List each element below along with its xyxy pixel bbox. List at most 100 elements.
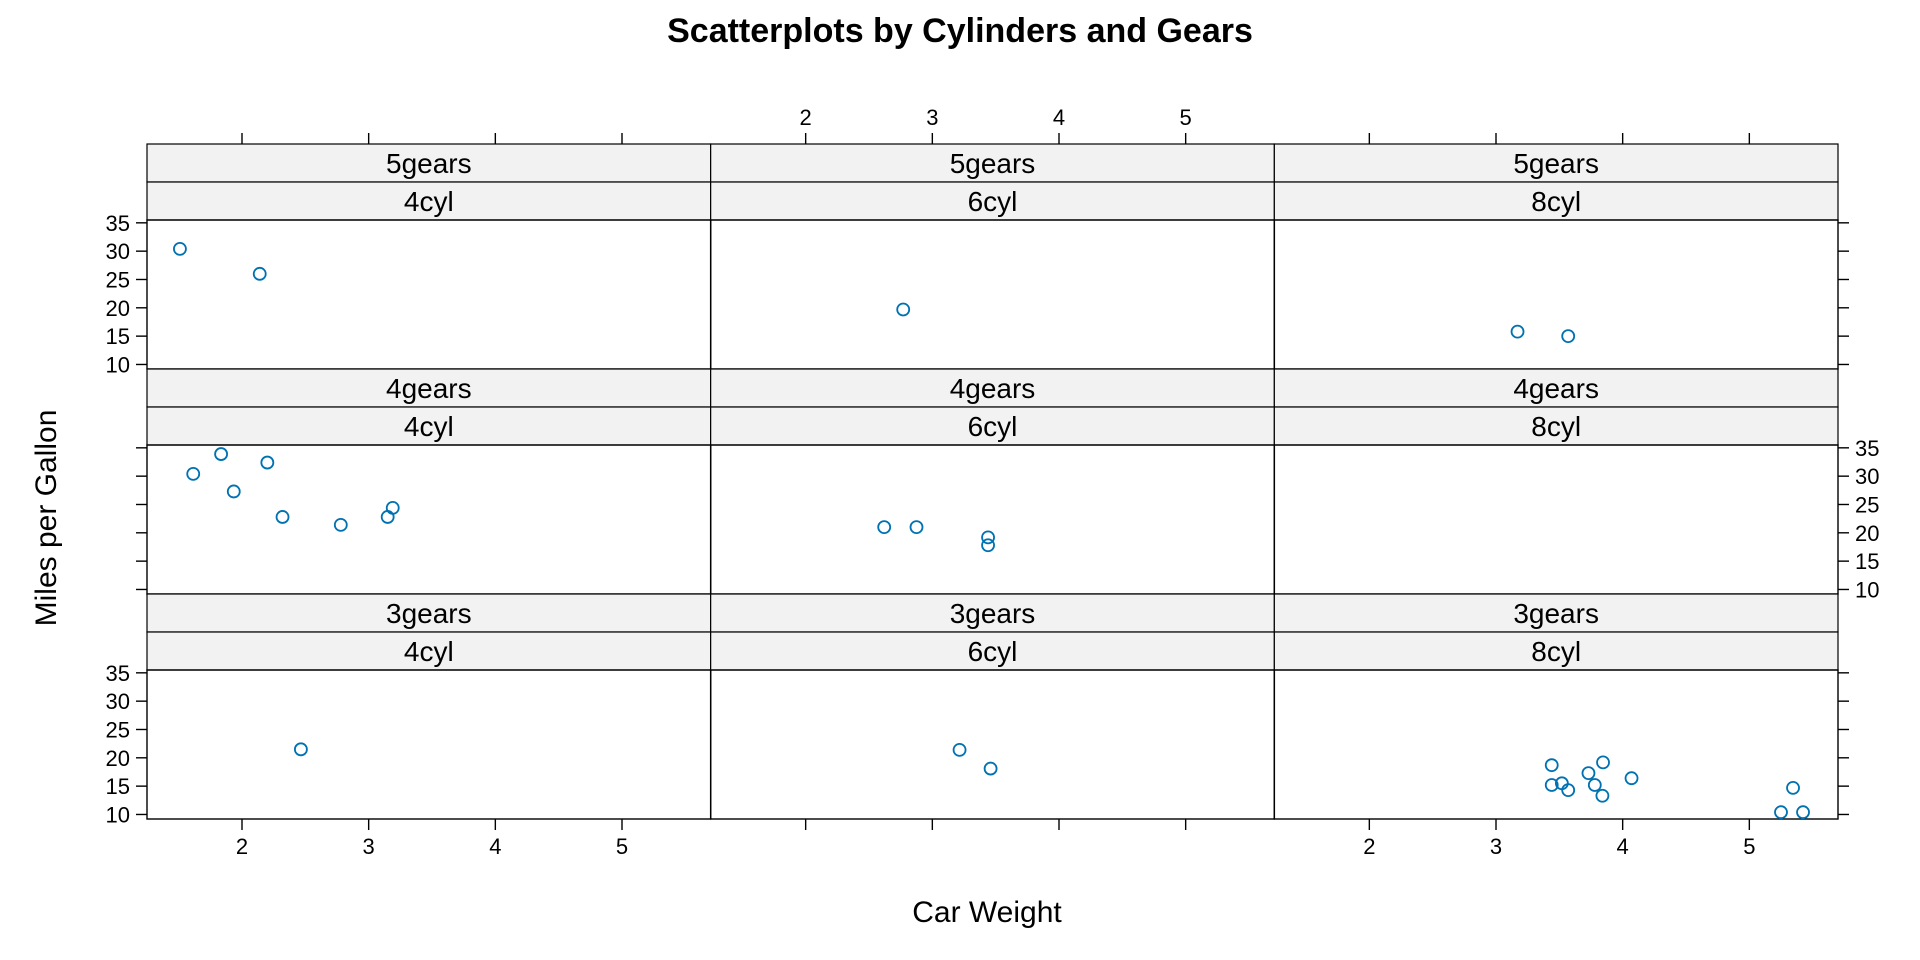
strip-gears-label: 5gears bbox=[1513, 148, 1599, 179]
data-point bbox=[252, 266, 267, 281]
panel-plot-area bbox=[709, 219, 1276, 370]
data-point bbox=[1774, 805, 1788, 820]
data-point bbox=[1596, 755, 1610, 770]
strip-gears bbox=[1273, 593, 1839, 633]
x-tick-label: 5 bbox=[1743, 834, 1755, 859]
y-tick-label: 25 bbox=[1855, 492, 1879, 517]
data-point bbox=[952, 742, 967, 757]
y-tick-label: 10 bbox=[106, 802, 130, 827]
panel-6cyl-4gears: 4gears 6cyl bbox=[709, 368, 1276, 595]
y-tick-label: 10 bbox=[1855, 577, 1879, 602]
strip-cyl-label: 4cyl bbox=[404, 186, 454, 217]
y-tick-label: 15 bbox=[106, 774, 130, 799]
x-tick-label: 4 bbox=[489, 834, 501, 859]
data-point bbox=[186, 466, 201, 481]
panel-plot-area bbox=[1273, 219, 1839, 370]
strip-gears-label: 5gears bbox=[950, 148, 1036, 179]
data-point bbox=[877, 520, 892, 535]
data-point bbox=[173, 241, 187, 256]
data-point bbox=[333, 517, 348, 532]
strip-cyl bbox=[1273, 631, 1839, 671]
y-tick-label: 20 bbox=[106, 296, 130, 321]
panels-layer: 5gears 4cyl 5gears 6cyl 5gears 8cyl 4gears 4cyl… bbox=[146, 143, 1839, 820]
data-point bbox=[1510, 324, 1525, 339]
data-point bbox=[214, 447, 229, 461]
strip-cyl bbox=[1273, 181, 1839, 221]
panel-8cyl-5gears: 5gears 8cyl bbox=[1273, 143, 1839, 370]
data-point bbox=[385, 500, 400, 515]
y-tick-label: 30 bbox=[106, 689, 130, 714]
data-point bbox=[1544, 758, 1559, 773]
y-tick-label: 35 bbox=[1855, 436, 1879, 461]
data-point bbox=[293, 742, 308, 757]
panel-plot-area bbox=[709, 669, 1276, 820]
data-point bbox=[260, 455, 275, 470]
strip-cyl-label: 6cyl bbox=[968, 186, 1018, 217]
strip-gears bbox=[710, 593, 1275, 633]
data-point bbox=[226, 484, 241, 499]
data-point bbox=[1581, 766, 1596, 781]
panel-4cyl-4gears: 4gears 4cyl bbox=[146, 368, 712, 595]
data-point bbox=[1796, 805, 1810, 820]
data-point bbox=[1544, 778, 1559, 792]
panel-plot-area bbox=[146, 219, 712, 370]
x-tick-label: 3 bbox=[1490, 834, 1502, 859]
x-axis-label: Car Weight bbox=[912, 896, 1062, 929]
x-tick-label: 4 bbox=[1053, 105, 1065, 130]
strip-cyl-label: 6cyl bbox=[968, 636, 1018, 667]
x-tick-label: 2 bbox=[236, 834, 248, 859]
data-point bbox=[981, 530, 995, 545]
y-tick-label: 30 bbox=[1855, 464, 1879, 489]
data-point bbox=[1786, 780, 1800, 795]
strip-gears-label: 3gears bbox=[1513, 598, 1599, 629]
data-point bbox=[380, 510, 395, 524]
data-point bbox=[896, 302, 911, 317]
strip-gears bbox=[146, 593, 712, 633]
strip-gears-label: 4gears bbox=[950, 373, 1036, 404]
panel-8cyl-3gears: 3gears 8cyl bbox=[1273, 593, 1839, 820]
strip-cyl bbox=[710, 631, 1275, 671]
strip-gears-label: 5gears bbox=[386, 148, 472, 179]
strip-gears-label: 4gears bbox=[1513, 373, 1599, 404]
strip-cyl-label: 6cyl bbox=[968, 411, 1018, 442]
y-tick-label: 15 bbox=[1855, 549, 1879, 574]
y-tick-label: 25 bbox=[106, 267, 130, 292]
y-tick-label: 35 bbox=[106, 661, 130, 686]
panel-4cyl-5gears: 5gears 4cyl bbox=[146, 143, 712, 370]
data-point bbox=[1561, 329, 1576, 344]
y-tick-label: 20 bbox=[1855, 521, 1879, 546]
panel-8cyl-4gears: 4gears 8cyl bbox=[1273, 368, 1839, 595]
strip-gears-label: 3gears bbox=[386, 598, 472, 629]
y-axis-label: Miles per Gallon bbox=[30, 410, 63, 627]
data-point bbox=[1587, 778, 1602, 792]
panel-6cyl-5gears: 5gears 6cyl bbox=[709, 143, 1276, 370]
data-point bbox=[275, 510, 290, 524]
panel-4cyl-3gears: 3gears 4cyl bbox=[146, 593, 712, 820]
strip-cyl bbox=[1273, 406, 1839, 446]
y-tick-label: 15 bbox=[106, 324, 130, 349]
strip-gears-label: 3gears bbox=[950, 598, 1036, 629]
x-tick-label: 2 bbox=[1363, 834, 1375, 859]
panel-plot-area bbox=[1273, 444, 1839, 595]
strip-cyl bbox=[146, 406, 712, 446]
strip-cyl bbox=[146, 631, 712, 671]
data-point bbox=[909, 520, 924, 535]
strip-cyl bbox=[710, 406, 1275, 446]
strip-gears bbox=[1273, 368, 1839, 408]
x-tick-label: 5 bbox=[1180, 105, 1192, 130]
data-point bbox=[983, 761, 998, 776]
strip-cyl-label: 8cyl bbox=[1531, 636, 1581, 667]
x-tick-label: 2 bbox=[800, 105, 812, 130]
data-point bbox=[1624, 771, 1639, 786]
strip-gears bbox=[710, 143, 1275, 183]
y-tick-label: 25 bbox=[106, 717, 130, 742]
strip-cyl bbox=[146, 181, 712, 221]
strip-cyl-label: 4cyl bbox=[404, 411, 454, 442]
x-tick-label: 3 bbox=[363, 834, 375, 859]
panel-plot-area bbox=[1273, 669, 1839, 820]
x-tick-label: 4 bbox=[1617, 834, 1629, 859]
y-tick-label: 35 bbox=[106, 211, 130, 236]
data-point bbox=[981, 538, 995, 553]
strip-cyl-label: 4cyl bbox=[404, 636, 454, 667]
strip-gears bbox=[146, 143, 712, 183]
